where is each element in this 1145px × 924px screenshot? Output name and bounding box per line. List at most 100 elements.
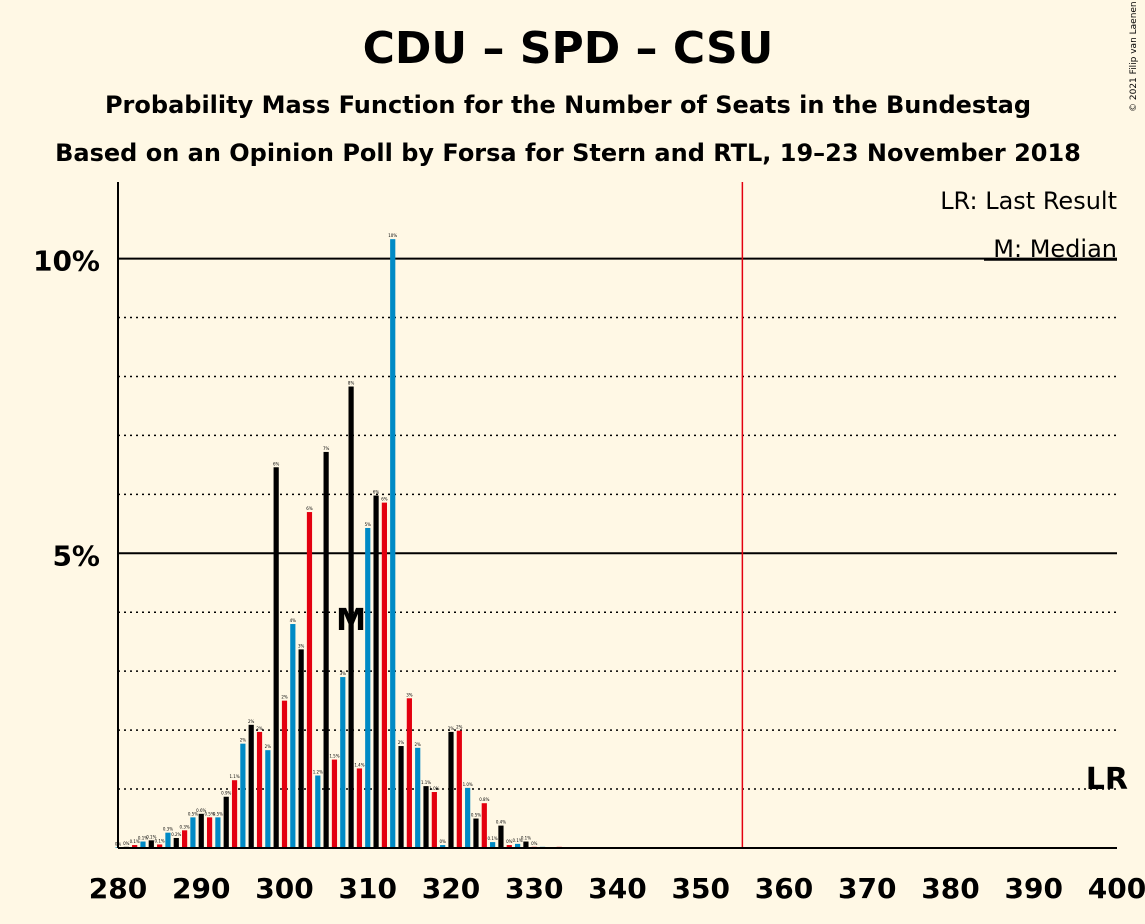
bar-seat-324 bbox=[481, 803, 487, 848]
bar-value-label: 0% bbox=[123, 841, 130, 846]
bar-seat-297 bbox=[256, 731, 263, 848]
y-tick-label: 10% bbox=[33, 245, 100, 278]
bar-value-label: 2% bbox=[256, 726, 263, 731]
bar-seat-322 bbox=[465, 787, 471, 848]
x-tick-label: 360 bbox=[755, 872, 813, 905]
bar-seat-314 bbox=[398, 746, 404, 848]
bar-seat-305 bbox=[323, 451, 329, 848]
legend-last-result: LR: Last Result bbox=[940, 187, 1117, 215]
bar-seat-303 bbox=[306, 512, 313, 848]
lr-label: LR bbox=[1086, 762, 1128, 797]
bar-seat-309 bbox=[356, 768, 363, 848]
bar-seat-304 bbox=[315, 775, 321, 848]
bar-seat-299 bbox=[273, 467, 279, 848]
bar-value-label: 0.5% bbox=[188, 811, 198, 816]
bar-value-label: 0.5% bbox=[471, 813, 481, 818]
bar-seat-306 bbox=[331, 759, 338, 848]
bar-value-label: 0.1% bbox=[488, 836, 498, 841]
bar-value-label: 6% bbox=[306, 506, 313, 511]
bar-value-label: 0.5% bbox=[213, 811, 223, 816]
bar-value-label: 0% bbox=[531, 841, 538, 846]
bar-value-label: 0.6% bbox=[196, 808, 206, 813]
x-tick-label: 290 bbox=[172, 872, 230, 905]
bar-value-label: 2% bbox=[448, 726, 455, 731]
bar-value-label: 2% bbox=[265, 744, 272, 749]
x-tick-label: 300 bbox=[255, 872, 313, 905]
bar-seat-286 bbox=[165, 832, 171, 848]
bar-value-label: 4% bbox=[290, 618, 297, 623]
bar-seat-287 bbox=[173, 837, 179, 848]
bar-value-label: 0.1% bbox=[155, 838, 165, 843]
bar-value-label: 0% bbox=[506, 839, 513, 844]
bar-seat-298 bbox=[265, 750, 271, 848]
median-marker: M bbox=[336, 603, 366, 638]
bar-value-label: 3% bbox=[406, 692, 413, 697]
bar-value-label: 2% bbox=[240, 738, 247, 743]
bar-seat-328 bbox=[515, 843, 521, 848]
x-tick-label: 380 bbox=[921, 872, 979, 905]
bar-value-label: 0.2% bbox=[171, 832, 181, 837]
x-tick-label: 400 bbox=[1088, 872, 1145, 905]
x-tick-label: 370 bbox=[838, 872, 896, 905]
bar-seat-317 bbox=[423, 786, 429, 848]
x-tick-label: 310 bbox=[339, 872, 397, 905]
bar-value-label: 10% bbox=[388, 233, 397, 238]
bar-seat-285 bbox=[157, 844, 163, 848]
x-tick-label: 280 bbox=[89, 872, 147, 905]
bar-seat-320 bbox=[448, 731, 454, 848]
bar-value-label: 2% bbox=[398, 740, 405, 745]
bar-value-label: 3% bbox=[298, 643, 305, 648]
bar-value-label: 1.1% bbox=[229, 774, 239, 779]
bar-value-label: 1.0% bbox=[429, 786, 439, 791]
bar-seat-301 bbox=[290, 624, 296, 848]
bar-seat-312 bbox=[381, 502, 387, 848]
y-tick-labels: 5% 10% bbox=[33, 245, 100, 573]
bar-value-label: 0.8% bbox=[479, 797, 489, 802]
bar-value-label: 0.1% bbox=[146, 834, 156, 839]
bar-value-label: 1.4% bbox=[354, 762, 364, 767]
bar-seat-283 bbox=[140, 841, 146, 848]
bar-seat-321 bbox=[456, 730, 462, 848]
bar-value-label: 0.4% bbox=[496, 820, 506, 825]
bar-value-label: 0.9% bbox=[221, 791, 231, 796]
x-tick-label: 390 bbox=[1005, 872, 1063, 905]
bar-value-label: 0.1% bbox=[130, 839, 140, 844]
bar-seat-315 bbox=[406, 698, 412, 848]
bar-seat-327 bbox=[506, 845, 512, 848]
bar-seat-291 bbox=[206, 817, 213, 848]
chart-title: CDU – SPD – CSU bbox=[363, 23, 774, 74]
y-tick-label: 5% bbox=[52, 539, 100, 572]
bar-seat-289 bbox=[190, 817, 196, 848]
bar-value-label: 0.1% bbox=[513, 838, 523, 843]
bar-seat-313 bbox=[390, 239, 396, 848]
bar-value-label: 2% bbox=[281, 695, 288, 700]
bar-seat-290 bbox=[198, 813, 204, 848]
bar-seat-316 bbox=[415, 747, 421, 848]
bar-seat-311 bbox=[373, 495, 379, 848]
bar-value-label: 2% bbox=[248, 719, 255, 724]
bar-seat-318 bbox=[431, 792, 437, 848]
bar-seat-308 bbox=[348, 386, 354, 848]
bar-value-label: 5% bbox=[365, 522, 372, 527]
bar-value-label: 2% bbox=[415, 742, 422, 747]
bar-seat-323 bbox=[473, 818, 479, 848]
legend-median: M: Median bbox=[993, 235, 1117, 263]
bar-value-label: 0.1% bbox=[138, 836, 148, 841]
x-tick-label: 330 bbox=[505, 872, 563, 905]
bar-seat-292 bbox=[215, 817, 221, 848]
bar-value-label: 1.1% bbox=[421, 780, 431, 785]
chart-subtitle-2: Based on an Opinion Poll by Forsa for St… bbox=[55, 139, 1081, 167]
bar-seat-295 bbox=[240, 743, 246, 848]
bar-seat-300 bbox=[281, 700, 288, 848]
bar-seat-310 bbox=[365, 527, 371, 848]
bar-labels-group: 0%0%0.1%0.1%0.1%0.1%0.3%0.2%0.3%0.5%0.6%… bbox=[115, 233, 538, 846]
x-tick-label: 340 bbox=[588, 872, 646, 905]
bar-value-label: 3% bbox=[340, 671, 347, 676]
bar-seat-319 bbox=[440, 845, 446, 848]
bar-value-label: 0.3% bbox=[163, 827, 173, 832]
grid-lines bbox=[118, 257, 1117, 790]
bar-seat-296 bbox=[248, 724, 254, 848]
bar-seat-326 bbox=[498, 825, 504, 848]
bar-value-label: 1.5% bbox=[329, 754, 339, 759]
bar-value-label: 6% bbox=[381, 497, 388, 502]
